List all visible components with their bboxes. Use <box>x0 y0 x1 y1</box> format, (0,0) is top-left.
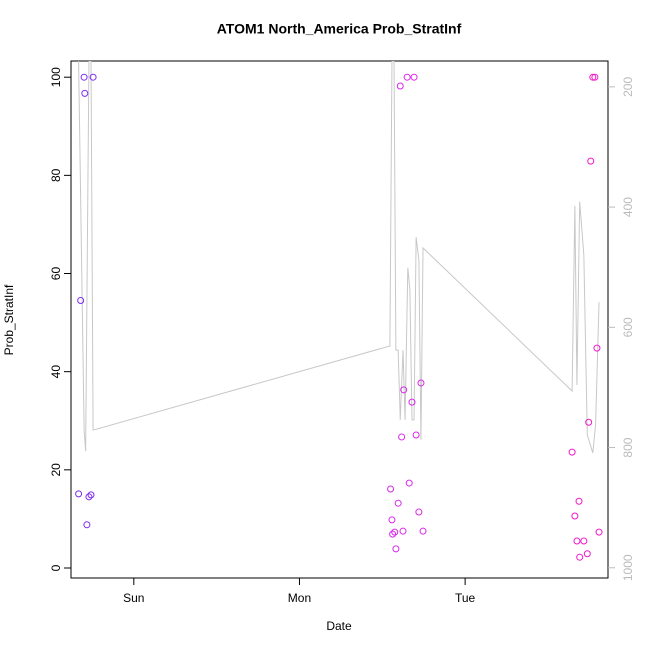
point <box>587 157 595 165</box>
line <box>78 61 600 454</box>
y2-tick-label: 800 <box>621 437 635 457</box>
point <box>583 550 591 558</box>
x-axis-label: Date <box>326 619 352 633</box>
point <box>580 537 588 545</box>
point <box>412 431 420 439</box>
y-tick-label: 60 <box>49 267 63 281</box>
point <box>391 528 399 536</box>
point <box>408 398 416 406</box>
y2-tick-label: 400 <box>621 197 635 217</box>
y-tick-label: 20 <box>49 463 63 477</box>
point <box>568 448 576 456</box>
point <box>398 433 406 441</box>
point <box>419 527 427 535</box>
x-tick-label: Tue <box>455 591 476 605</box>
point <box>387 485 395 493</box>
y-axis-label: Prob_StratInf <box>2 284 16 355</box>
point <box>400 386 408 394</box>
point <box>405 479 413 487</box>
point <box>399 527 407 535</box>
point <box>75 490 83 498</box>
y-tick-label: 40 <box>49 365 63 379</box>
point <box>573 537 581 545</box>
x-tick-label: Mon <box>288 591 311 605</box>
point <box>576 553 584 561</box>
point <box>388 516 396 524</box>
y2-tick-label: 600 <box>621 317 635 337</box>
point <box>575 497 583 505</box>
point <box>403 73 411 81</box>
point <box>87 491 95 499</box>
chart-title: ATOM1 North_America Prob_StratInf <box>217 21 462 37</box>
y-tick-label: 100 <box>49 67 63 87</box>
point <box>571 512 579 520</box>
plot-area <box>75 61 603 561</box>
point <box>392 545 400 553</box>
point <box>595 528 603 536</box>
point <box>396 82 404 90</box>
point <box>415 508 423 516</box>
point <box>589 73 597 81</box>
plot-frame <box>70 60 609 579</box>
point <box>593 344 601 352</box>
y-tick-label: 0 <box>49 564 63 571</box>
point <box>417 379 425 387</box>
y2-tick-label: 200 <box>621 77 635 97</box>
point <box>80 73 88 81</box>
point <box>394 499 402 507</box>
point <box>410 73 418 81</box>
y-tick-label: 80 <box>49 168 63 182</box>
point <box>81 89 89 97</box>
point <box>89 73 97 81</box>
y2-tick-label: 1000 <box>621 554 635 581</box>
point <box>85 493 93 501</box>
point <box>585 418 593 426</box>
point <box>77 297 85 305</box>
point <box>591 73 599 81</box>
point <box>389 530 397 538</box>
x-tick-label: Sun <box>123 591 144 605</box>
point <box>83 521 91 529</box>
